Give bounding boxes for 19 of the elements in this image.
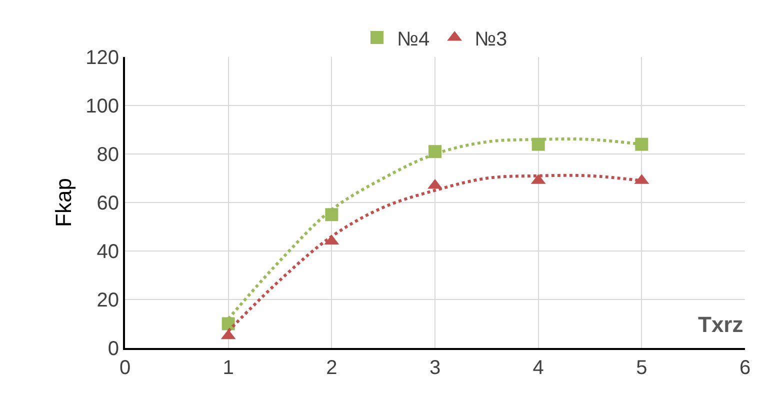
y-tick-label: 80 bbox=[96, 144, 119, 166]
x-tick-label: 2 bbox=[326, 357, 338, 379]
point bbox=[635, 138, 648, 151]
y-tick-label: 60 bbox=[96, 192, 119, 214]
y-tick-label: 0 bbox=[108, 338, 119, 360]
y-tick-label: 120 bbox=[86, 47, 119, 69]
y-tick-label: 40 bbox=[96, 241, 119, 263]
point bbox=[325, 208, 338, 222]
x-tick-label: 1 bbox=[222, 357, 234, 379]
legend-label: №4 bbox=[397, 28, 430, 50]
x-tick-label: 4 bbox=[532, 357, 544, 379]
x-tick-label: 6 bbox=[739, 357, 751, 379]
legend-label: №3 bbox=[474, 28, 508, 50]
x-tick-label: 3 bbox=[429, 357, 441, 379]
x-tick-label: 5 bbox=[636, 357, 648, 379]
y-axis-title: Fkap bbox=[50, 178, 76, 227]
y-tick-label: 100 bbox=[86, 96, 119, 118]
y-tick-label: 20 bbox=[96, 290, 119, 312]
x-axis-title: Txrz bbox=[698, 312, 744, 337]
